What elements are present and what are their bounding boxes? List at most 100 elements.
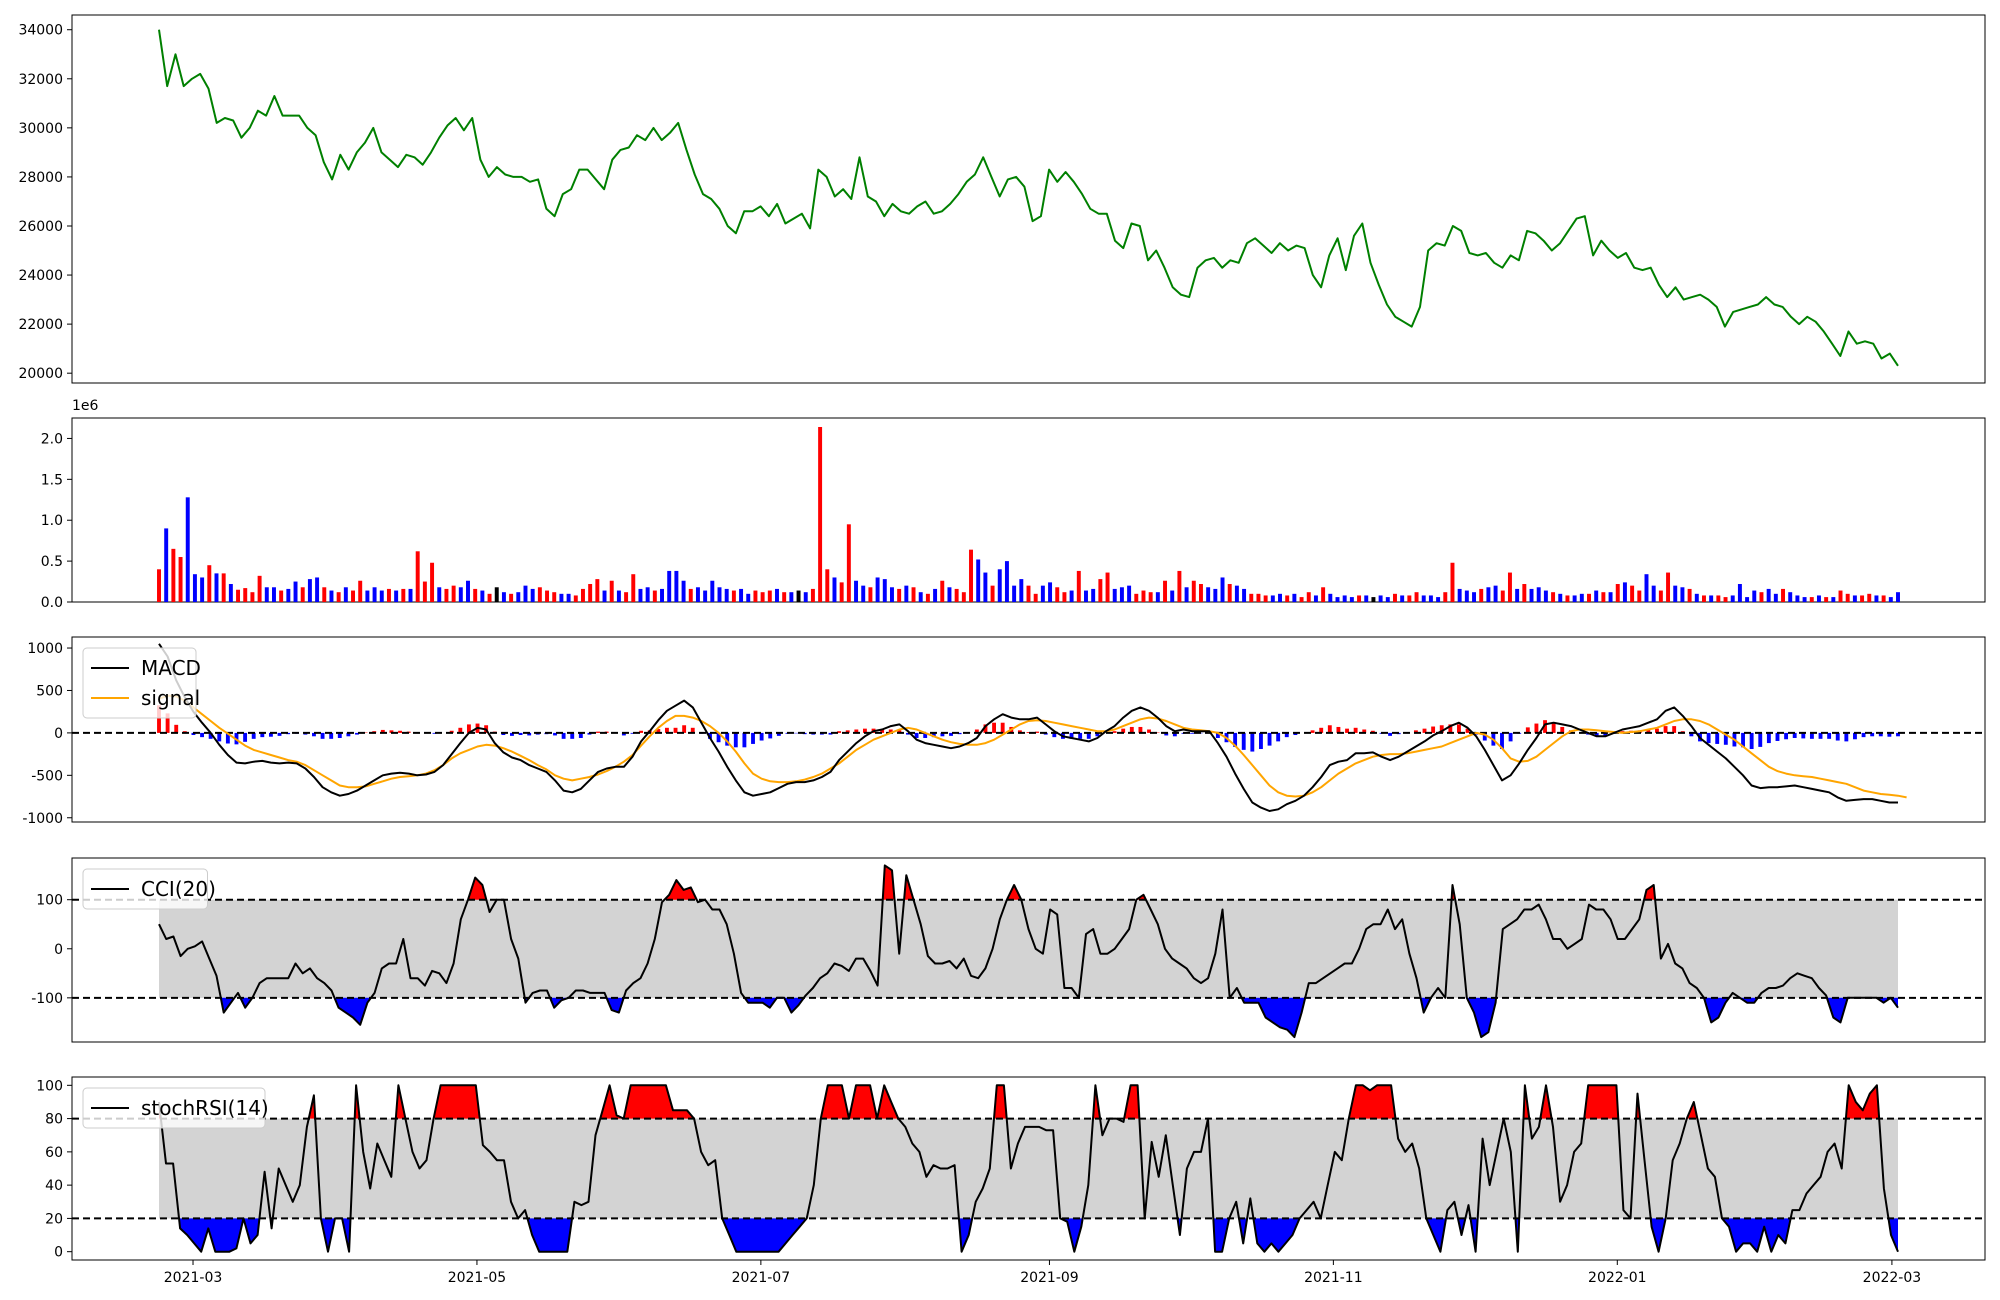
macd-histogram-bar	[1121, 728, 1126, 733]
volume-bar	[1666, 572, 1671, 602]
macd-histogram-bar	[716, 732, 721, 743]
macd-histogram-bar	[940, 732, 945, 737]
macd-ytick-label: -500	[31, 768, 63, 784]
volume-bar	[537, 587, 542, 602]
volume-bar	[1048, 582, 1053, 602]
stochrsi-oversold-fill	[1888, 1218, 1898, 1252]
volume-bar	[868, 587, 873, 602]
macd-histogram-bar	[449, 730, 454, 733]
volume-bar	[1680, 587, 1685, 602]
volume-bar	[1313, 595, 1318, 602]
cci-overbought-fill	[664, 880, 697, 900]
price-ytick-label: 20000	[18, 366, 63, 382]
volume-bar	[1594, 590, 1599, 602]
macd-histogram-bar	[1525, 727, 1530, 733]
volume-bar	[1069, 590, 1074, 602]
stochrsi-oversold-fill	[1722, 1218, 1791, 1252]
volume-bar	[1278, 593, 1282, 602]
volume-bar	[1867, 593, 1872, 602]
volume-bar	[185, 497, 190, 602]
volume-bar	[1486, 587, 1491, 602]
volume-bar	[1033, 593, 1038, 602]
volume-bar	[1184, 587, 1189, 602]
volume-bar	[624, 592, 629, 602]
cci-panel: -100 0 100 CCI(20)	[31, 857, 1986, 1043]
stochrsi-overbought-fill	[994, 1085, 1007, 1119]
volume-bar	[1421, 595, 1426, 602]
volume-bar	[1191, 580, 1196, 602]
cci-overbought-fill	[468, 877, 487, 900]
stochrsi-overbought-fill	[1540, 1085, 1552, 1119]
cci-neutral-band	[159, 899, 1898, 998]
volume-bar	[279, 590, 284, 602]
volume-bar	[947, 587, 952, 602]
volume-bar	[1687, 588, 1692, 602]
volume-bar	[1709, 595, 1714, 602]
macd-histogram-bar	[1827, 732, 1832, 739]
macd-histogram-bar	[725, 732, 730, 746]
macd-histogram-bar	[1818, 732, 1823, 739]
macd-histogram-bar	[1190, 732, 1195, 734]
volume-bar	[976, 559, 981, 602]
macd-histogram-bar	[1448, 724, 1453, 733]
volume-bar	[1119, 587, 1124, 602]
macd-histogram-bar	[1388, 732, 1393, 736]
cci-oversold-fill	[550, 997, 569, 1008]
macd-histogram-bar	[1723, 732, 1728, 745]
macd-histogram-bar	[1439, 725, 1444, 733]
volume-bar	[1852, 595, 1857, 602]
volume-bar	[1579, 593, 1584, 602]
volume-bar	[861, 585, 866, 602]
volume-bar	[1587, 593, 1591, 602]
macd-histogram-bar	[510, 732, 514, 736]
macd-histogram-bar	[1534, 723, 1539, 733]
macd-histogram-bar	[1129, 726, 1134, 733]
macd-histogram-bar	[1345, 728, 1349, 733]
volume-offset-label: 1e6	[72, 398, 99, 414]
macd-histogram-bar	[690, 727, 695, 733]
volume-bar	[1385, 597, 1390, 602]
volume-bar	[1112, 588, 1117, 602]
macd-ytick-label: 1000	[27, 641, 63, 657]
volume-bar	[889, 587, 894, 602]
volume-bar	[437, 587, 442, 602]
macd-histogram-bar	[974, 729, 979, 733]
volume-bar	[444, 588, 449, 602]
volume-bar	[767, 590, 772, 602]
volume-bar	[566, 593, 571, 602]
volume-bar	[1076, 570, 1081, 602]
macd-histogram-bar	[983, 724, 988, 733]
volume-bar	[724, 588, 729, 602]
volume-bar	[1781, 588, 1786, 602]
volume-bar	[1163, 580, 1168, 602]
macd-histogram-bar	[165, 713, 170, 733]
macd-histogram-bar	[398, 730, 402, 733]
macd-histogram-bar	[1878, 732, 1883, 737]
cci-ytick-label: -100	[31, 991, 63, 1007]
volume-bar	[1788, 592, 1793, 602]
volume-bar	[796, 590, 801, 602]
macd-histogram-bar	[432, 732, 437, 734]
volume-bar	[329, 590, 334, 602]
macd-histogram-bar	[682, 725, 687, 733]
volume-bar	[164, 528, 169, 602]
macd-histogram-bar	[1336, 726, 1341, 733]
volume-bar	[1745, 597, 1750, 602]
macd-histogram-bar	[553, 732, 557, 736]
macd-histogram-bar	[949, 732, 953, 736]
macd-histogram-bar	[1500, 732, 1504, 750]
date-axis: 2021-03 2021-05 2021-07 2021-09 2021-11 2022-…	[164, 1260, 1921, 1286]
stochrsi-neutral-band	[159, 1118, 1898, 1219]
cci-frame	[71, 857, 1986, 1043]
volume-bar	[1407, 595, 1412, 602]
volume-ytick-label: 2.0	[41, 431, 63, 447]
macd-histogram-bar	[1741, 732, 1745, 748]
macd-histogram-bar	[1250, 732, 1255, 752]
macd-histogram-bar	[518, 732, 523, 736]
macd-histogram-bar	[200, 732, 204, 738]
macd-histogram-bar	[888, 729, 893, 733]
stochrsi-ytick-label: 40	[45, 1178, 63, 1194]
volume-bar	[336, 592, 341, 602]
macd-histogram-bar	[1758, 732, 1763, 747]
macd-histogram-bar	[1138, 726, 1143, 733]
